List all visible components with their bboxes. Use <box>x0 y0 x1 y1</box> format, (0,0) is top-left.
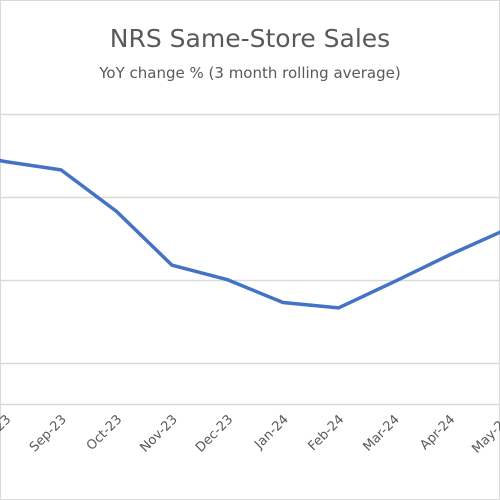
series-line-0 <box>0 158 500 310</box>
chart-subtitle: YoY change % (3 month rolling average) <box>99 64 401 82</box>
x-tick-label-Oct-23: Oct-23 <box>84 412 126 454</box>
x-tick-label-Apr-24: Apr-24 <box>417 412 458 453</box>
x-tick-label-Nov-23: Nov-23 <box>138 412 181 455</box>
x-tick-label-Aug-23: Aug-23 <box>0 412 14 456</box>
x-tick-label-Mar-24: Mar-24 <box>360 412 402 454</box>
x-tick-label-Feb-24: Feb-24 <box>305 412 347 454</box>
x-tick-label-Jan-24: Jan-24 <box>251 412 292 453</box>
x-tick-label-Sep-23: Sep-23 <box>27 412 70 455</box>
chart-title: NRS Same-Store Sales <box>109 24 391 53</box>
series-layer <box>0 158 500 310</box>
gridlines <box>0 113 500 406</box>
x-tick-label-Dec-23: Dec-23 <box>193 412 236 455</box>
x-tick-label-May-24: May-24 <box>469 412 500 456</box>
x-axis-tick-labels: Aug-23 Sep-23 Oct-23 Nov-23 Dec-23 Jan-24 Feb-… <box>0 412 500 456</box>
